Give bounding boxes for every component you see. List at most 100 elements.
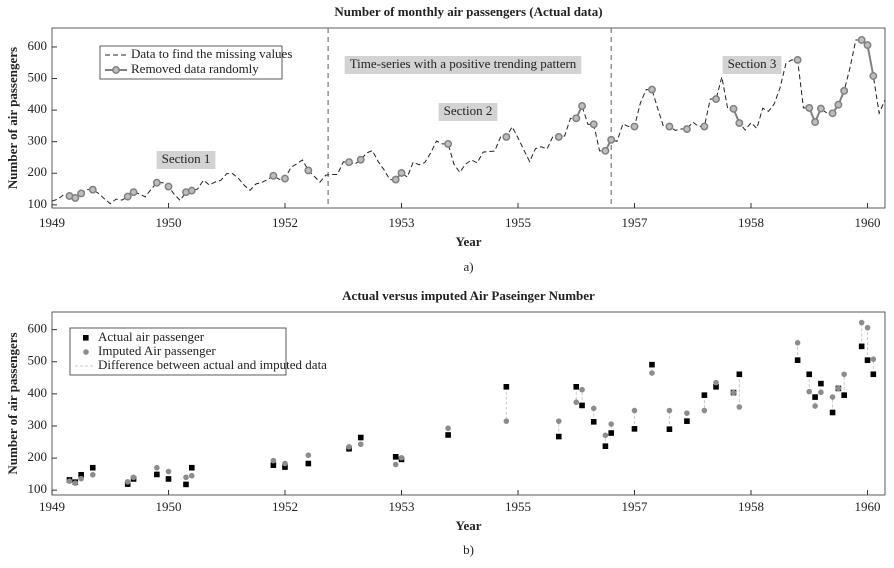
imputed-point bbox=[130, 474, 137, 481]
actual-point bbox=[649, 361, 655, 368]
point-marker bbox=[630, 122, 639, 131]
legend-marker bbox=[83, 349, 89, 355]
imputed-point bbox=[858, 319, 865, 326]
actual-point bbox=[573, 384, 580, 390]
x-tick-label: 1960 bbox=[855, 215, 881, 230]
point-marker bbox=[712, 95, 721, 104]
actual-point bbox=[858, 343, 865, 350]
x-tick-label: 1960 bbox=[855, 499, 881, 514]
imputed-point bbox=[503, 418, 510, 424]
y-tick-label: 100 bbox=[28, 481, 48, 496]
point-marker bbox=[391, 175, 400, 184]
point-marker bbox=[805, 103, 814, 112]
actual-point bbox=[812, 394, 818, 400]
chart-title: Number of monthly air passengers (Actual… bbox=[334, 4, 602, 19]
imputed-point bbox=[183, 474, 189, 481]
point-marker bbox=[572, 114, 581, 123]
y-tick-label: 600 bbox=[28, 38, 48, 53]
imputed-point bbox=[701, 407, 708, 414]
x-tick-label: 1953 bbox=[389, 499, 415, 514]
actual-point bbox=[270, 462, 277, 468]
y-tick-label: 300 bbox=[28, 133, 48, 148]
point-marker bbox=[735, 119, 744, 128]
actual-point bbox=[829, 409, 836, 416]
panel-label: b) bbox=[463, 542, 474, 557]
point-marker bbox=[607, 135, 616, 144]
imputed-point bbox=[812, 403, 818, 409]
imputed-point bbox=[730, 389, 737, 396]
imputed-point bbox=[154, 464, 160, 471]
point-marker bbox=[397, 168, 406, 177]
imputed-point bbox=[870, 356, 877, 362]
legend-marker bbox=[83, 335, 89, 341]
point-marker bbox=[304, 166, 313, 175]
actual-point bbox=[154, 471, 160, 478]
imputed-point bbox=[818, 389, 824, 396]
point-marker bbox=[502, 132, 511, 141]
legend-label: Difference between actual and imputed da… bbox=[98, 357, 327, 372]
x-tick-label: 1949 bbox=[39, 499, 65, 514]
point-marker bbox=[700, 122, 709, 131]
x-tick-label: 1949 bbox=[39, 215, 65, 230]
point-marker bbox=[71, 193, 80, 202]
y-tick-label: 400 bbox=[28, 385, 48, 400]
point-marker bbox=[269, 171, 278, 180]
actual-point bbox=[89, 464, 96, 471]
actual-point bbox=[590, 419, 597, 425]
imputed-point bbox=[189, 472, 195, 479]
x-tick-label: 1950 bbox=[156, 499, 182, 514]
point-marker bbox=[356, 155, 365, 164]
imputed-point bbox=[736, 404, 743, 410]
actual-point bbox=[183, 481, 189, 488]
point-marker bbox=[863, 41, 872, 50]
imputed-point bbox=[165, 468, 172, 475]
actual-point bbox=[666, 426, 673, 432]
point-marker bbox=[665, 122, 674, 131]
imputed-point bbox=[357, 441, 364, 448]
imputed-point bbox=[841, 371, 847, 378]
point-marker bbox=[123, 192, 132, 201]
y-tick-label: 100 bbox=[28, 196, 48, 211]
y-tick-label: 200 bbox=[28, 164, 48, 179]
point-marker bbox=[77, 189, 86, 198]
imputed-point bbox=[392, 461, 399, 468]
point-marker bbox=[828, 109, 837, 118]
actual-point bbox=[503, 384, 510, 390]
point-marker bbox=[187, 186, 196, 195]
point-marker bbox=[129, 188, 138, 197]
x-tick-label: 1958 bbox=[738, 215, 764, 230]
x-tick-label: 1955 bbox=[505, 215, 531, 230]
imputed-point bbox=[713, 379, 719, 386]
actual-point bbox=[864, 357, 871, 363]
imputed-point bbox=[78, 475, 84, 482]
point-marker bbox=[648, 85, 656, 94]
panel-label: a) bbox=[463, 259, 473, 274]
annotation-text: Section 1 bbox=[162, 151, 211, 166]
x-tick-label: 1952 bbox=[272, 499, 298, 514]
point-marker bbox=[152, 178, 161, 187]
actual-point bbox=[608, 430, 615, 436]
imputed-point bbox=[602, 432, 609, 439]
x-axis-label: Year bbox=[456, 234, 482, 249]
y-axis-label: Number of air passengers bbox=[5, 332, 20, 474]
imputed-point bbox=[270, 457, 277, 464]
point-marker bbox=[729, 104, 738, 113]
actual-point bbox=[555, 433, 562, 440]
actual-point bbox=[445, 432, 451, 438]
annotation-box bbox=[722, 56, 782, 74]
point-marker bbox=[857, 36, 866, 44]
y-tick-label: 300 bbox=[28, 417, 48, 432]
actual-point bbox=[701, 392, 708, 398]
point-marker bbox=[840, 86, 849, 95]
x-tick-label: 1957 bbox=[621, 499, 648, 514]
actual-point bbox=[736, 371, 743, 378]
annotation: Section 1 bbox=[156, 151, 216, 169]
actual-point bbox=[357, 434, 364, 441]
y-tick-label: 500 bbox=[28, 70, 48, 85]
point-marker bbox=[811, 118, 820, 127]
x-tick-label: 1953 bbox=[389, 215, 415, 230]
imputed-point bbox=[864, 324, 871, 331]
imputed-point bbox=[66, 478, 73, 484]
annotation-box bbox=[438, 103, 498, 121]
